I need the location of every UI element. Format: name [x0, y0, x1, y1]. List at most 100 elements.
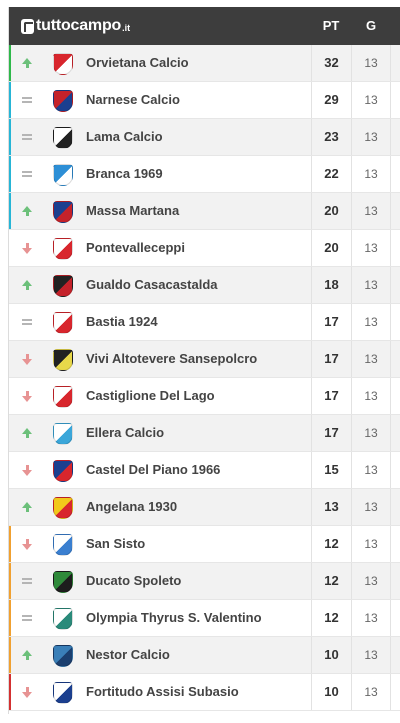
team-name[interactable]: Branca 1969 — [86, 166, 163, 181]
team-games-played: 13 — [351, 341, 391, 377]
table-row[interactable]: Fortitudo Assisi Subasio 10 13 — [9, 674, 400, 711]
points-column-header[interactable]: PT — [322, 18, 340, 33]
team-points: 17 — [311, 304, 351, 340]
team-name[interactable]: Ducato Spoleto — [86, 573, 182, 588]
team-crest-icon — [53, 312, 73, 334]
zone-indicator — [9, 600, 11, 636]
team-points: 17 — [311, 415, 351, 451]
team-crest-icon — [53, 201, 73, 223]
team-points: 22 — [311, 156, 351, 192]
table-row[interactable]: Gualdo Casacastalda 18 13 — [9, 267, 400, 304]
standings-table: tuttocampo .it PT G Orvietana Calcio 32 13… — [8, 7, 400, 714]
team-name[interactable]: Narnese Calcio — [86, 92, 180, 107]
team-name[interactable]: Nestor Calcio — [86, 647, 170, 662]
table-row[interactable]: Pontevalleceppi 20 13 — [9, 230, 400, 267]
table-row[interactable]: Castel Del Piano 1966 15 13 — [9, 452, 400, 489]
team-games-played: 13 — [351, 304, 391, 340]
team-crest-icon — [53, 608, 73, 630]
team-points: 20 — [311, 193, 351, 229]
trend-up-icon — [20, 489, 34, 525]
team-crest-icon — [53, 275, 73, 297]
team-crest-icon — [53, 682, 73, 704]
table-row[interactable]: San Sisto 12 13 — [9, 526, 400, 563]
team-games-played: 13 — [351, 526, 391, 562]
team-name[interactable]: Pontevalleceppi — [86, 240, 185, 255]
team-name[interactable]: Angelana 1930 — [86, 499, 178, 514]
team-name[interactable]: Castel Del Piano 1966 — [86, 462, 221, 477]
team-points: 29 — [311, 82, 351, 118]
table-body: Orvietana Calcio 32 13 Narnese Calcio 29 13 La… — [9, 45, 400, 711]
team-name[interactable]: Orvietana Calcio — [86, 55, 189, 70]
table-row[interactable]: Ellera Calcio 17 13 — [9, 415, 400, 452]
team-name[interactable]: Ellera Calcio — [86, 425, 165, 440]
team-games-played: 13 — [351, 489, 391, 525]
zone-indicator — [9, 119, 11, 155]
brand-tld: .it — [122, 22, 131, 33]
team-name[interactable]: Gualdo Casacastalda — [86, 277, 218, 292]
team-games-played: 13 — [351, 156, 391, 192]
games-column-header[interactable]: G — [365, 18, 377, 33]
team-games-played: 13 — [351, 674, 391, 710]
team-games-played: 13 — [351, 267, 391, 303]
table-row[interactable]: Lama Calcio 23 13 — [9, 119, 400, 156]
zone-indicator — [9, 193, 11, 229]
team-points: 15 — [311, 452, 351, 488]
table-row[interactable]: Vivi Altotevere Sansepolcro 17 13 — [9, 341, 400, 378]
table-row[interactable]: Branca 1969 22 13 — [9, 156, 400, 193]
trend-same-icon — [20, 563, 34, 599]
table-row[interactable]: Narnese Calcio 29 13 — [9, 82, 400, 119]
trend-down-icon — [20, 674, 34, 710]
team-games-played: 13 — [351, 378, 391, 414]
team-crest-icon — [53, 423, 73, 445]
team-name[interactable]: San Sisto — [86, 536, 146, 551]
team-name[interactable]: Massa Martana — [86, 203, 180, 218]
trend-up-icon — [20, 193, 34, 229]
zone-indicator — [9, 82, 11, 118]
team-points: 18 — [311, 267, 351, 303]
team-games-played: 13 — [351, 82, 391, 118]
table-row[interactable]: Orvietana Calcio 32 13 — [9, 45, 400, 82]
team-games-played: 13 — [351, 45, 391, 81]
team-crest-icon — [53, 645, 73, 667]
trend-up-icon — [20, 637, 34, 673]
team-name[interactable]: Castiglione Del Lago — [86, 388, 215, 403]
zone-indicator — [9, 674, 11, 710]
team-name[interactable]: Bastia 1924 — [86, 314, 158, 329]
team-games-played: 13 — [351, 600, 391, 636]
table-header: tuttocampo .it PT G — [9, 7, 400, 45]
table-row[interactable]: Olympia Thyrus S. Valentino 12 13 — [9, 600, 400, 637]
team-name[interactable]: Fortitudo Assisi Subasio — [86, 684, 239, 699]
team-crest-icon — [53, 534, 73, 556]
team-name[interactable]: Vivi Altotevere Sansepolcro — [86, 351, 258, 366]
team-points: 23 — [311, 119, 351, 155]
team-crest-icon — [53, 127, 73, 149]
trend-same-icon — [20, 156, 34, 192]
team-points: 17 — [311, 378, 351, 414]
trend-down-icon — [20, 526, 34, 562]
table-row[interactable]: Nestor Calcio 10 13 — [9, 637, 400, 674]
team-points: 10 — [311, 674, 351, 710]
trend-down-icon — [20, 230, 34, 266]
team-points: 32 — [311, 45, 351, 81]
team-games-played: 13 — [351, 119, 391, 155]
table-row[interactable]: Castiglione Del Lago 17 13 — [9, 378, 400, 415]
table-row[interactable]: Ducato Spoleto 12 13 — [9, 563, 400, 600]
team-games-played: 13 — [351, 563, 391, 599]
trend-up-icon — [20, 415, 34, 451]
zone-indicator — [9, 45, 11, 81]
team-name[interactable]: Olympia Thyrus S. Valentino — [86, 610, 262, 625]
team-points: 12 — [311, 563, 351, 599]
brand-logo[interactable]: tuttocampo .it — [21, 17, 130, 35]
table-row[interactable]: Angelana 1930 13 13 — [9, 489, 400, 526]
zone-indicator — [9, 156, 11, 192]
trend-same-icon — [20, 119, 34, 155]
trend-same-icon — [20, 304, 34, 340]
table-row[interactable]: Bastia 1924 17 13 — [9, 304, 400, 341]
team-name[interactable]: Lama Calcio — [86, 129, 163, 144]
team-games-played: 13 — [351, 193, 391, 229]
team-points: 12 — [311, 600, 351, 636]
team-crest-icon — [53, 386, 73, 408]
trend-down-icon — [20, 341, 34, 377]
table-row[interactable]: Massa Martana 20 13 — [9, 193, 400, 230]
team-crest-icon — [53, 349, 73, 371]
